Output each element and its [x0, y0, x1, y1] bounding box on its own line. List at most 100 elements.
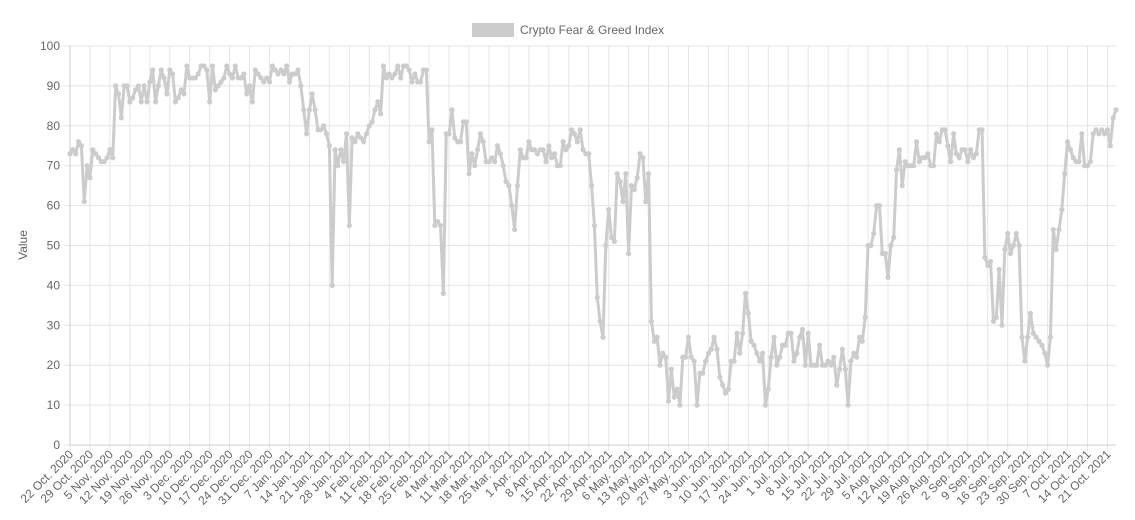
- data-point: [386, 71, 392, 77]
- data-point: [201, 63, 207, 69]
- data-point: [84, 163, 90, 169]
- data-point: [574, 139, 580, 145]
- data-point: [1036, 338, 1042, 344]
- data-point: [506, 183, 512, 189]
- data-point: [791, 358, 797, 364]
- data-point: [113, 83, 119, 89]
- data-point: [389, 75, 395, 81]
- data-point: [435, 218, 441, 225]
- data-point: [930, 163, 937, 169]
- data-point: [1022, 358, 1028, 364]
- data-point: [204, 67, 210, 73]
- data-point: [942, 127, 948, 133]
- data-point: [1033, 334, 1039, 340]
- data-point: [608, 234, 615, 241]
- data-point: [640, 155, 646, 161]
- data-point: [423, 67, 429, 73]
- data-point: [284, 63, 290, 69]
- data-point: [896, 147, 902, 153]
- data-point: [740, 330, 746, 336]
- data-point: [999, 322, 1005, 328]
- data-point: [916, 159, 922, 165]
- data-point: [531, 147, 538, 153]
- data-point: [754, 350, 760, 356]
- data-point: [571, 131, 578, 137]
- data-point: [480, 139, 486, 145]
- data-point: [987, 258, 994, 265]
- data-point: [295, 67, 301, 73]
- data-point: [426, 139, 432, 145]
- data-point: [472, 163, 478, 169]
- data-point: [392, 71, 398, 77]
- data-point: [124, 83, 130, 89]
- data-point: [406, 67, 412, 73]
- data-point: [985, 262, 991, 269]
- data-point: [503, 179, 509, 185]
- data-point: [338, 147, 344, 153]
- data-point: [945, 143, 951, 149]
- data-point: [748, 338, 754, 344]
- data-point: [859, 338, 865, 344]
- data-point: [93, 151, 99, 157]
- data-point: [127, 99, 133, 105]
- data-point: [825, 358, 831, 364]
- data-point: [281, 71, 287, 77]
- data-point: [979, 127, 985, 133]
- data-point: [360, 139, 367, 145]
- data-point: [580, 147, 586, 153]
- data-point: [688, 354, 694, 360]
- data-point: [816, 342, 823, 348]
- data-point: [303, 131, 310, 137]
- data-point: [1099, 127, 1105, 133]
- data-point: [469, 151, 475, 157]
- data-point: [266, 79, 273, 85]
- data-point: [292, 71, 298, 77]
- data-point: [152, 99, 159, 105]
- data-point: [762, 402, 769, 408]
- data-point: [343, 131, 350, 137]
- data-point: [523, 155, 529, 161]
- data-point: [178, 87, 184, 93]
- data-point: [594, 294, 600, 300]
- data-point: [970, 155, 977, 161]
- data-point: [269, 63, 275, 69]
- data-point: [725, 386, 731, 392]
- data-point: [891, 234, 897, 241]
- data-point: [708, 346, 714, 352]
- data-point: [375, 99, 381, 105]
- data-point: [107, 147, 113, 153]
- data-point: [842, 366, 848, 372]
- data-point: [742, 290, 749, 296]
- data-point: [457, 139, 464, 145]
- data-point: [606, 206, 612, 213]
- y-tick-label: 30: [47, 318, 61, 332]
- data-point: [486, 159, 492, 165]
- data-point: [1042, 350, 1048, 356]
- data-point: [722, 390, 729, 396]
- data-point: [700, 370, 706, 376]
- data-point: [150, 67, 156, 73]
- data-point: [252, 67, 258, 73]
- data-point: [631, 187, 637, 193]
- data-point: [492, 159, 498, 165]
- data-point: [1050, 226, 1056, 233]
- data-point: [1013, 230, 1019, 237]
- y-tick-label: 40: [47, 278, 61, 292]
- data-point: [141, 83, 147, 89]
- data-point: [452, 135, 458, 141]
- data-point: [437, 222, 444, 229]
- data-point: [261, 79, 267, 85]
- data-point: [626, 250, 632, 257]
- data-point: [683, 354, 689, 360]
- data-point: [429, 127, 435, 133]
- data-point: [1056, 226, 1062, 233]
- data-point: [691, 358, 697, 364]
- data-point: [1101, 131, 1108, 137]
- data-point: [477, 131, 484, 137]
- data-point: [968, 147, 974, 153]
- data-point: [101, 159, 107, 165]
- data-point: [1113, 107, 1119, 113]
- data-point: [717, 374, 723, 380]
- data-point: [828, 362, 834, 368]
- data-point: [221, 75, 227, 81]
